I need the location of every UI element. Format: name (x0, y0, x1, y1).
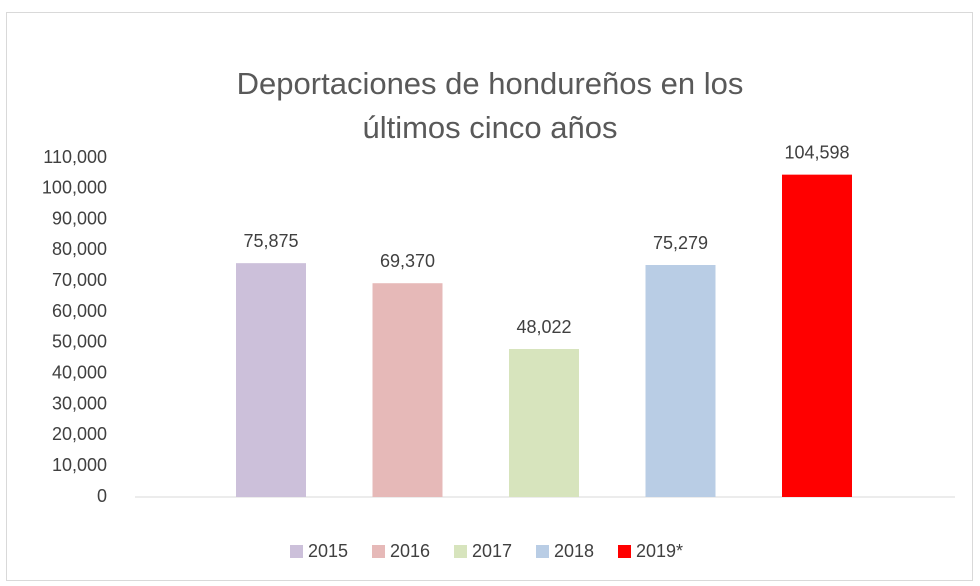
legend-swatch (372, 545, 385, 558)
legend-label: 2019* (636, 541, 683, 561)
bar (645, 265, 716, 497)
bar (372, 283, 443, 497)
y-tick-label: 90,000 (52, 208, 107, 228)
legend-swatch (454, 545, 467, 558)
data-label: 48,022 (516, 317, 571, 337)
legend-swatch (618, 545, 631, 558)
legend-label: 2017 (472, 541, 512, 561)
bar (509, 349, 579, 497)
y-tick-label: 30,000 (52, 393, 107, 413)
chart-title: Deportaciones de hondureños en los últim… (236, 66, 744, 145)
data-label: 104,598 (784, 142, 849, 162)
legend-label: 2018 (554, 541, 594, 561)
y-tick-label: 20,000 (52, 424, 107, 444)
y-tick-label: 100,000 (42, 178, 107, 198)
data-label: 75,875 (243, 231, 298, 251)
legend-label: 2015 (308, 541, 348, 561)
y-tick-label: 70,000 (52, 270, 107, 290)
y-tick-label: 110,000 (43, 147, 107, 167)
y-tick-label: 40,000 (52, 362, 107, 382)
bar (782, 174, 852, 497)
legend-swatch (290, 545, 303, 558)
y-tick-label: 80,000 (52, 239, 107, 259)
legend-swatch (536, 545, 549, 558)
y-tick-label: 0 (97, 486, 107, 506)
y-tick-label: 10,000 (52, 455, 107, 475)
data-label: 69,370 (380, 251, 435, 271)
data-label: 75,279 (653, 233, 708, 253)
y-tick-label: 60,000 (52, 301, 107, 321)
bar (236, 263, 306, 497)
legend-label: 2016 (390, 541, 430, 561)
y-tick-label: 50,000 (52, 332, 107, 352)
